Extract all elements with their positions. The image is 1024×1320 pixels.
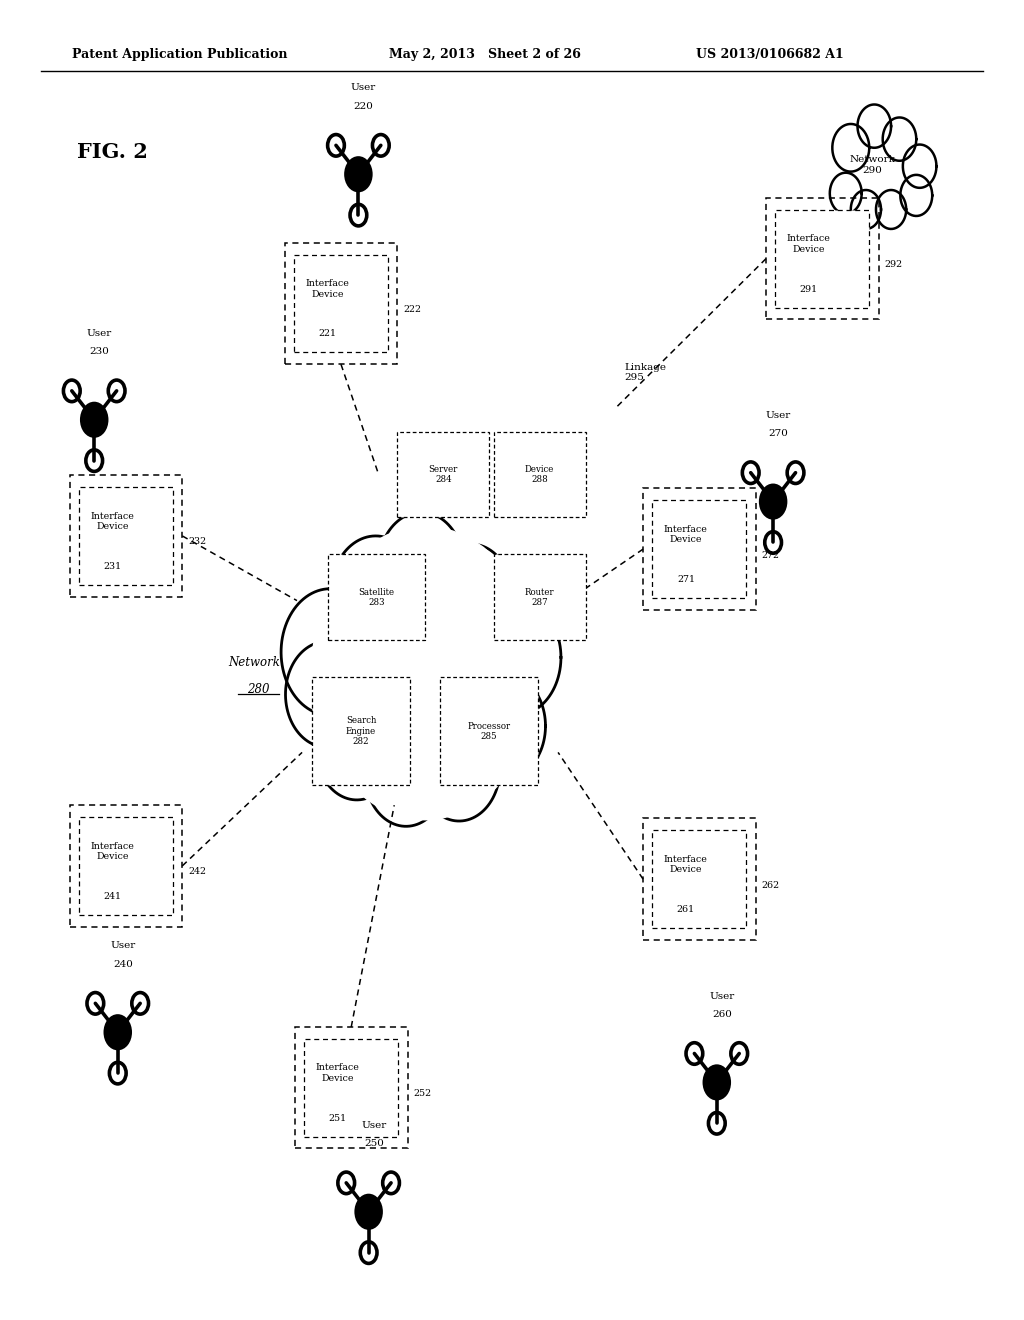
Circle shape <box>703 1065 730 1100</box>
Bar <box>643 818 756 940</box>
Bar <box>312 677 410 785</box>
Text: Interface
Device: Interface Device <box>305 280 349 298</box>
Bar <box>294 255 388 352</box>
Circle shape <box>81 403 108 437</box>
Text: 252: 252 <box>414 1089 432 1098</box>
Text: Device
288: Device 288 <box>525 465 554 484</box>
Text: User: User <box>766 411 791 420</box>
Text: User: User <box>351 83 376 92</box>
Text: 242: 242 <box>188 867 207 876</box>
Text: 231: 231 <box>103 562 122 570</box>
Text: May 2, 2013   Sheet 2 of 26: May 2, 2013 Sheet 2 of 26 <box>389 48 581 61</box>
Text: Interface
Device: Interface Device <box>786 235 830 253</box>
Text: Patent Application Publication: Patent Application Publication <box>72 48 287 61</box>
Text: Processor
285: Processor 285 <box>467 722 511 741</box>
Bar <box>328 554 425 640</box>
Text: 270: 270 <box>768 429 788 438</box>
Bar <box>494 554 586 640</box>
Circle shape <box>345 157 372 191</box>
Text: Router
287: Router 287 <box>525 587 554 607</box>
Text: 272: 272 <box>762 550 780 560</box>
Text: 260: 260 <box>712 1010 732 1019</box>
Text: 250: 250 <box>364 1139 384 1148</box>
Bar <box>494 432 586 517</box>
Bar <box>304 1039 398 1137</box>
Text: Satellite
283: Satellite 283 <box>358 587 394 607</box>
Circle shape <box>760 484 786 519</box>
Text: Network
290: Network 290 <box>850 156 895 174</box>
Text: Linkage
295: Linkage 295 <box>625 363 667 381</box>
Text: Interface
Device: Interface Device <box>90 512 134 531</box>
Polygon shape <box>282 512 561 826</box>
Text: User: User <box>87 329 112 338</box>
Text: 261: 261 <box>677 906 695 913</box>
Bar <box>766 198 879 319</box>
Text: User: User <box>111 941 135 950</box>
Text: 291: 291 <box>800 285 818 293</box>
Text: 262: 262 <box>762 880 780 890</box>
Text: Search
Engine
282: Search Engine 282 <box>346 717 376 746</box>
Text: 220: 220 <box>353 102 374 111</box>
Circle shape <box>104 1015 131 1049</box>
Text: 232: 232 <box>188 537 207 546</box>
Circle shape <box>837 112 929 231</box>
Text: Server
284: Server 284 <box>429 465 458 484</box>
Bar <box>440 677 538 785</box>
Text: User: User <box>710 991 734 1001</box>
Text: Interface
Device: Interface Device <box>664 525 708 544</box>
Circle shape <box>311 527 539 820</box>
Bar <box>397 432 489 517</box>
Polygon shape <box>829 104 936 228</box>
Bar <box>79 487 173 585</box>
Text: User: User <box>361 1121 386 1130</box>
Bar <box>70 475 182 597</box>
Bar <box>70 805 182 927</box>
Text: 222: 222 <box>403 305 422 314</box>
Text: 280: 280 <box>247 682 269 696</box>
Text: 240: 240 <box>113 960 133 969</box>
Text: 241: 241 <box>103 892 122 900</box>
Text: FIG. 2: FIG. 2 <box>77 143 147 162</box>
Bar <box>643 488 756 610</box>
Text: 292: 292 <box>885 260 903 269</box>
Text: Interface
Device: Interface Device <box>664 855 708 874</box>
Text: 230: 230 <box>89 347 110 356</box>
Bar <box>285 243 397 364</box>
Bar <box>775 210 869 308</box>
Text: Interface
Device: Interface Device <box>315 1064 359 1082</box>
Circle shape <box>355 1195 382 1229</box>
Bar <box>295 1027 408 1148</box>
Text: 271: 271 <box>677 576 695 583</box>
Bar <box>652 500 746 598</box>
Text: 221: 221 <box>318 330 337 338</box>
Text: 251: 251 <box>329 1114 347 1122</box>
Text: Network: Network <box>228 656 280 669</box>
Bar <box>652 830 746 928</box>
Bar <box>79 817 173 915</box>
Text: US 2013/0106682 A1: US 2013/0106682 A1 <box>696 48 844 61</box>
Text: Interface
Device: Interface Device <box>90 842 134 861</box>
